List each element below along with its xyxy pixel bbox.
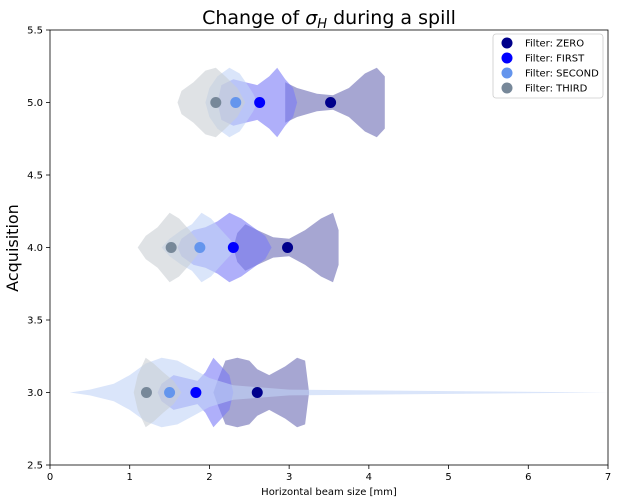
- y-tick-label: 5.0: [27, 98, 43, 109]
- chart-title-prefix: Change of: [202, 7, 305, 29]
- y-tick-label: 4.0: [27, 243, 43, 254]
- legend-marker-third: [501, 82, 513, 94]
- legend-marker-zero: [501, 37, 513, 49]
- y-tick-label: 5.5: [27, 26, 43, 37]
- violin-third-3: [133, 357, 182, 428]
- x-tick-label: 0: [47, 472, 53, 483]
- chart-title-subscript: H: [317, 17, 327, 32]
- legend-marker-first: [501, 52, 513, 64]
- x-axis: 0 1 2 3 4 5 6 7: [47, 465, 611, 483]
- median-point-third-5: [210, 97, 222, 108]
- x-tick-label: 7: [605, 472, 611, 483]
- median-point-first-3: [190, 387, 202, 398]
- median-point-zero-3: [251, 387, 263, 398]
- violin-layer: [69, 67, 608, 428]
- y-axis-label: Acquisition: [3, 204, 22, 292]
- median-layer: [140, 97, 337, 398]
- legend-label-first: Filter: FIRST: [525, 54, 585, 65]
- x-tick-label: 4: [366, 472, 372, 483]
- x-tick-label: 2: [206, 472, 212, 483]
- median-point-zero-4: [282, 242, 294, 253]
- legend-box: [492, 33, 604, 99]
- x-tick-label: 6: [525, 472, 531, 483]
- legend-label-zero: Filter: ZERO: [525, 39, 584, 50]
- median-point-first-4: [227, 242, 239, 253]
- y-tick-label: 2.5: [27, 461, 43, 472]
- y-tick-label: 3.5: [27, 316, 43, 327]
- chart-title: Change of σH during a spill: [202, 7, 456, 32]
- x-tick-label: 5: [445, 472, 451, 483]
- x-tick-label: 3: [286, 472, 292, 483]
- y-tick-label: 3.0: [27, 388, 43, 399]
- chart-title-symbol: σ: [305, 7, 318, 29]
- legend-label-third: Filter: THIRD: [525, 84, 588, 95]
- median-point-first-5: [254, 97, 266, 108]
- median-point-third-3: [140, 387, 152, 398]
- legend-label-second: Filter: SECOND: [525, 69, 599, 80]
- y-tick-label: 4.5: [27, 171, 43, 182]
- chart-title-suffix: during a spill: [327, 7, 456, 29]
- x-axis-label: Horizontal beam size [mm]: [261, 487, 397, 498]
- violin-second-3: [69, 357, 608, 428]
- x-tick-label: 1: [127, 472, 133, 483]
- y-axis: 2.5 3.0 3.5 4.0 4.5 5.0 5.5: [27, 26, 50, 472]
- median-point-second-5: [230, 97, 242, 108]
- median-point-zero-5: [325, 97, 337, 108]
- legend: Filter: ZERO Filter: FIRST Filter: SECOND F…: [492, 33, 604, 99]
- median-point-second-4: [194, 242, 206, 253]
- median-point-second-3: [164, 387, 176, 398]
- legend-marker-second: [501, 67, 513, 79]
- median-point-third-4: [165, 242, 177, 253]
